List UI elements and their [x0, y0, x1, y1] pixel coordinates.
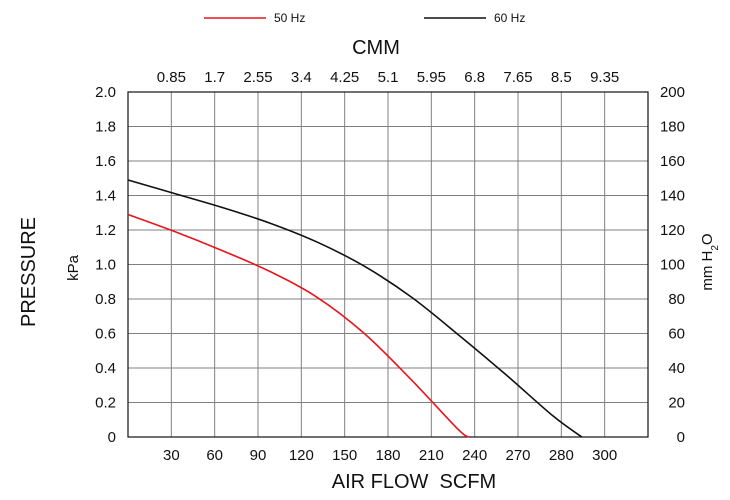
top-tick-label: 3.4 — [291, 69, 312, 86]
top-tick-label: 8.5 — [551, 69, 572, 86]
plot-frame — [127, 91, 649, 438]
tick-labels: 0.85 1.7 2.55 3.4 4.25 5.1 5.95 6.8 7.65 8.5 9.35 3… — [95, 69, 685, 464]
x-tick-label: 270 — [505, 447, 530, 464]
y-right-tick-label: 200 — [660, 84, 685, 101]
y-right-tick-label: 20 — [668, 395, 685, 412]
top-tick-label: 4.25 — [330, 69, 359, 86]
x-tick-label: 90 — [250, 447, 267, 464]
grid-lines — [128, 92, 648, 437]
top-tick-label: 9.35 — [590, 69, 619, 86]
top-tick-label: 5.1 — [378, 69, 399, 86]
y-right-tick-label: 80 — [668, 291, 685, 308]
y-left-tick-label: 1.6 — [95, 153, 116, 170]
top-tick-label: 6.8 — [464, 69, 485, 86]
y-left-tick-label: 1.0 — [95, 257, 116, 274]
y-right-tick-label: 100 — [660, 257, 685, 274]
y-left-unit: kPa — [65, 254, 82, 281]
y-left-tick-label: 1.8 — [95, 119, 116, 136]
y-right-tick-label: 140 — [660, 188, 685, 205]
x-tick-label: 280 — [549, 447, 574, 464]
y-right-tick-label: 0 — [677, 429, 685, 446]
legend-label: 60 Hz — [494, 11, 525, 25]
x-tick-label: 180 — [375, 447, 400, 464]
y-right-title: mm H2O — [699, 233, 721, 290]
y-left-tick-label: 0.6 — [95, 326, 116, 343]
x-axis-title: AIR FLOW SCFM — [332, 471, 496, 493]
y-right-tick-label: 40 — [668, 360, 685, 377]
top-tick-label: 5.95 — [417, 69, 446, 86]
y-left-tick-label: 2.0 — [95, 84, 116, 101]
y-left-tick-label: 0.8 — [95, 291, 116, 308]
top-tick-label: 7.65 — [503, 69, 532, 86]
top-axis-title: CMM — [352, 37, 400, 59]
x-tick-label: 300 — [592, 447, 617, 464]
top-tick-label: 1.7 — [204, 69, 225, 86]
y-right-tick-label: 180 — [660, 119, 685, 136]
top-tick-label: 0.85 — [157, 69, 186, 86]
x-tick-label: 150 — [332, 447, 357, 464]
series-line-60hz — [127, 179, 583, 438]
series-lines — [127, 179, 583, 438]
y-right-tick-label: 120 — [660, 222, 685, 239]
y-left-title: PRESSURE — [18, 217, 40, 327]
top-tick-label: 2.55 — [243, 69, 272, 86]
y-right-tick-label: 60 — [668, 326, 685, 343]
y-left-tick-label: 0.2 — [95, 395, 116, 412]
x-tick-label: 120 — [289, 447, 314, 464]
y-left-tick-label: 0.4 — [95, 360, 116, 377]
y-right-tick-label: 160 — [660, 153, 685, 170]
x-tick-label: 60 — [206, 447, 223, 464]
y-left-tick-label: 1.2 — [95, 222, 116, 239]
legend: 50 Hz 60 Hz — [204, 11, 525, 25]
y-left-tick-label: 0 — [108, 429, 116, 446]
x-tick-label: 240 — [462, 447, 487, 464]
legend-label: 50 Hz — [274, 11, 305, 25]
series-line-50hz — [127, 213, 471, 438]
x-tick-label: 30 — [163, 447, 180, 464]
y-left-tick-label: 1.4 — [95, 188, 116, 205]
x-tick-label: 210 — [419, 447, 444, 464]
